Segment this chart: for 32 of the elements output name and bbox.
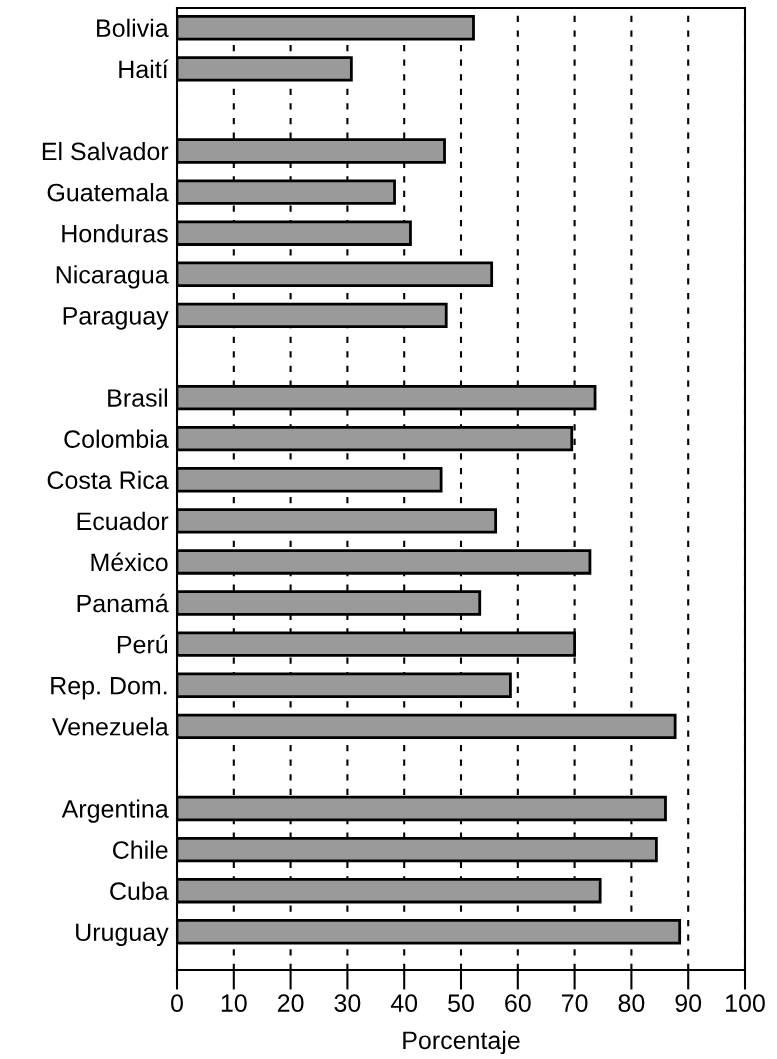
x-axis-title: Porcentaje: [403, 1030, 520, 1055]
y-tick-label: Ecuador: [77, 511, 169, 531]
y-tick-label: Venezuela: [52, 717, 169, 736]
x-tick-label: 70: [561, 994, 588, 1012]
y-tick-label: Argentina: [61, 799, 169, 823]
x-tick-label: 10: [221, 994, 247, 1012]
y-tick-label: México: [91, 552, 168, 572]
y-tick-label: Perú: [117, 634, 168, 654]
x-tick-label: 50: [448, 994, 474, 1012]
x-tick-label: 40: [390, 994, 418, 1012]
y-tick-label: Haití: [119, 59, 169, 79]
y-tick-label: Uruguay: [76, 923, 169, 947]
x-tick-label: 0: [171, 994, 183, 1012]
y-tick-label: Brasil: [108, 388, 167, 407]
x-tick-label: 100: [726, 994, 765, 1012]
y-tick-label: Guatemala: [47, 183, 169, 202]
y-tick-label: Chile: [112, 840, 168, 859]
x-tick-label: 60: [505, 994, 531, 1012]
y-tick-label: Costa Rica: [47, 470, 169, 490]
y-tick-label: Bolivia: [97, 18, 169, 38]
y-tick-label: Honduras: [62, 224, 168, 243]
x-tick-label: 80: [618, 994, 645, 1012]
y-tick-label: El Salvador: [42, 141, 169, 161]
x-tick-label: 90: [675, 994, 702, 1012]
x-tick-label: 20: [277, 994, 304, 1012]
y-tick-label: Cuba: [110, 881, 169, 900]
x-tick-label: 30: [334, 994, 361, 1012]
y-tick-label: Rep. Dom.: [51, 677, 167, 700]
y-tick-label: Colombia: [64, 429, 169, 448]
y-tick-label: Paraguay: [63, 307, 169, 330]
y-tick-label: Panamá: [77, 593, 169, 613]
y-tick-label: Nicaragua: [56, 265, 169, 289]
